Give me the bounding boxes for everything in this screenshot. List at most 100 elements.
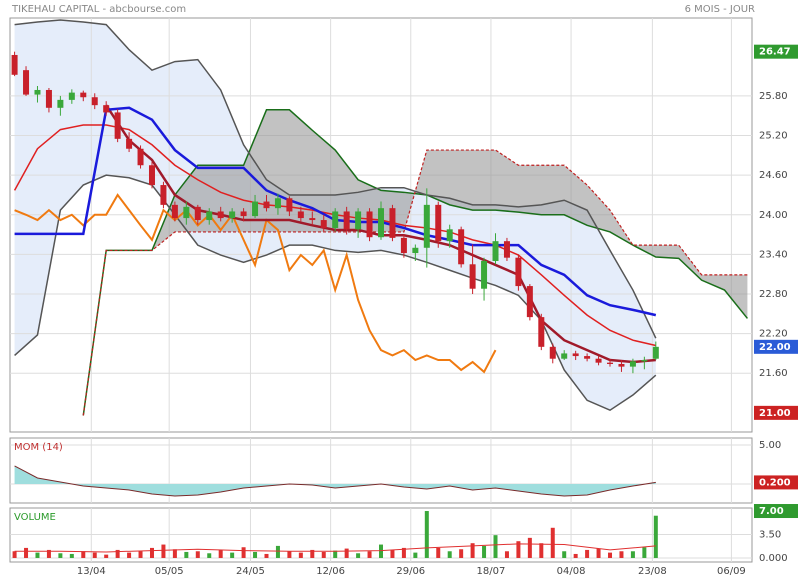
candle-body <box>263 201 270 209</box>
plot-area <box>10 18 752 432</box>
volume-bar <box>115 549 120 558</box>
candle-body <box>183 206 190 219</box>
y-tick-label: 24.00 <box>759 210 788 221</box>
y-tick-label: 0.000 <box>759 553 788 564</box>
volume-bar <box>539 543 544 558</box>
volume-bar <box>401 547 406 558</box>
panel-frame <box>9 437 753 504</box>
volume-bar <box>493 535 498 558</box>
y-tick-label: 23.40 <box>759 249 788 260</box>
x-tick-label: 13/04 <box>77 566 106 577</box>
y-tick-label: 22.20 <box>759 329 788 340</box>
volume-bar <box>413 552 418 558</box>
volume-bar <box>550 527 555 558</box>
volume-bar <box>367 551 372 558</box>
volume-bar <box>470 543 475 558</box>
candle-body <box>595 358 602 363</box>
volume-bar <box>195 551 200 558</box>
candle-body <box>503 241 510 258</box>
candle-body <box>91 97 98 106</box>
candle-body <box>435 204 442 242</box>
volume-bar <box>46 549 51 558</box>
candle-body <box>355 211 362 230</box>
candle-body <box>297 211 304 219</box>
candle-body <box>607 362 614 364</box>
plot-area <box>10 508 752 562</box>
price-badge-label: 0.200 <box>759 477 791 488</box>
x-tick-label: 18/07 <box>477 566 506 577</box>
volume-bar <box>218 549 223 558</box>
volume-bar <box>619 551 624 558</box>
volume-bar <box>253 551 258 558</box>
price-badge <box>754 44 798 59</box>
candle-body <box>126 138 133 149</box>
span-a <box>82 109 749 416</box>
volume-bar <box>149 547 154 558</box>
volume-bar <box>504 551 509 558</box>
candle-body <box>137 148 144 166</box>
candle-body <box>252 201 259 217</box>
candle-body <box>194 206 201 221</box>
candle-body <box>206 211 213 221</box>
volume-bar <box>482 545 487 558</box>
candle-body <box>572 353 579 357</box>
volume-bar <box>12 551 17 558</box>
bollinger-upper <box>14 19 657 339</box>
candle-body <box>171 204 178 219</box>
y-tick-label: 25.80 <box>759 91 788 102</box>
volume-bar <box>92 552 97 558</box>
volume-bar <box>527 537 532 558</box>
volume-bar <box>585 549 590 558</box>
chart-subtitle: 6 MOIS - JOUR <box>685 4 755 15</box>
candle-body <box>584 356 591 359</box>
candle-body <box>526 286 533 318</box>
volume-bar <box>58 553 63 558</box>
candle-body <box>343 211 350 230</box>
volume-bar <box>642 547 647 558</box>
price-badge <box>754 339 798 354</box>
candle-body <box>423 204 430 248</box>
candle-body <box>538 317 545 347</box>
y-tick-label: 21.60 <box>759 368 788 379</box>
price-badge-label: 22.00 <box>759 342 791 353</box>
y-tick-label: 25.20 <box>759 131 788 142</box>
candle-body <box>80 92 87 98</box>
price-badge-label: 7.00 <box>759 506 784 517</box>
volume-bar <box>653 515 658 558</box>
volume-bar <box>298 552 303 558</box>
candle-body <box>515 257 522 287</box>
candle-body <box>492 241 499 261</box>
candle-body <box>114 112 121 139</box>
candle-body <box>618 363 625 367</box>
volume-bar <box>172 549 177 558</box>
volume-bar <box>379 544 383 558</box>
volume-bar <box>344 548 349 558</box>
volume-bar <box>436 547 441 558</box>
volume-bar <box>69 553 74 558</box>
volume-bar <box>573 553 578 558</box>
candle-body <box>652 346 659 359</box>
volume-bar <box>184 551 189 558</box>
volume-bar <box>230 552 235 558</box>
candle-body <box>400 237 407 254</box>
volume-bar <box>310 549 315 558</box>
candle-body <box>68 92 75 100</box>
volume-bar <box>138 551 143 558</box>
momentum-line <box>14 465 656 497</box>
candle-body <box>446 229 453 242</box>
x-tick-label: 29/06 <box>396 566 425 577</box>
volume-bar <box>127 552 132 558</box>
price-badge-label: 21.00 <box>759 408 791 419</box>
volume-bar <box>516 541 521 558</box>
candle-body <box>481 260 488 289</box>
candle-body <box>45 89 52 108</box>
x-tick-label: 04/08 <box>557 566 586 577</box>
volume-bar <box>81 551 86 558</box>
candle-body <box>389 208 396 238</box>
candle-body <box>332 211 339 228</box>
candle-body <box>23 70 30 95</box>
candle-body <box>240 211 247 217</box>
momentum-area <box>14 465 656 496</box>
indicator-line <box>14 193 497 374</box>
